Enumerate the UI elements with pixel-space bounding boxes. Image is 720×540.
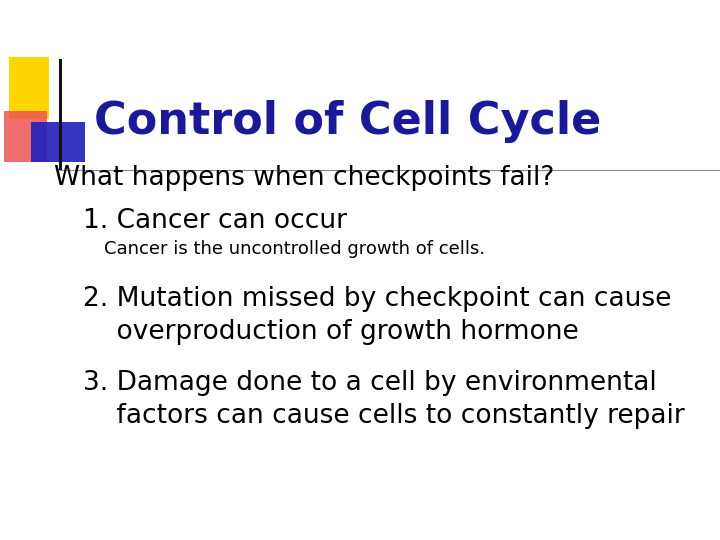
Text: Control of Cell Cycle: Control of Cell Cycle	[94, 100, 601, 143]
Text: What happens when checkpoints fail?: What happens when checkpoints fail?	[54, 165, 554, 191]
Text: Cancer is the uncontrolled growth of cells.: Cancer is the uncontrolled growth of cel…	[104, 240, 485, 258]
Text: 2. Mutation missed by checkpoint can cause
    overproduction of growth hormone: 2. Mutation missed by checkpoint can cau…	[83, 286, 671, 345]
Bar	[31, 122, 85, 162]
Bar	[4, 111, 47, 162]
Text: 1. Cancer can occur: 1. Cancer can occur	[83, 208, 347, 234]
Text: 3. Damage done to a cell by environmental
    factors can cause cells to constan: 3. Damage done to a cell by environmenta…	[83, 370, 685, 429]
Bar	[9, 57, 49, 119]
Bar	[59, 59, 62, 170]
